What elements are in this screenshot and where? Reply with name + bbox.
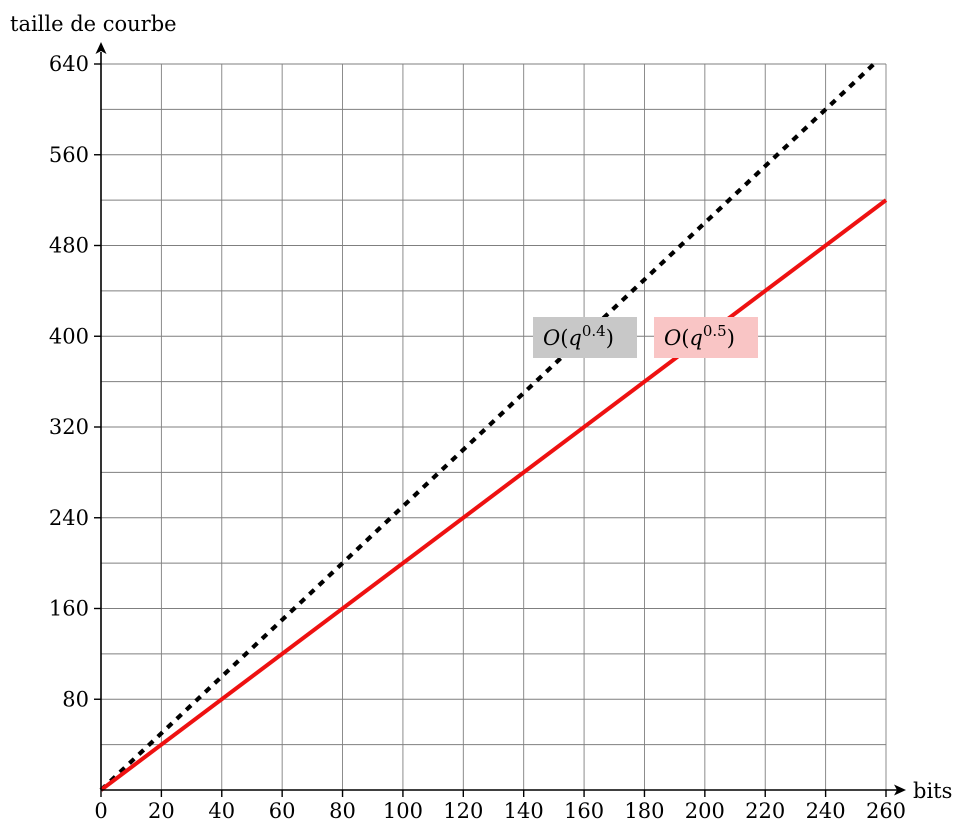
y-tick-label: 480 — [49, 234, 89, 258]
y-tick-label: 80 — [62, 687, 89, 711]
annotation-q04-text: O(q0.4) — [543, 322, 614, 350]
x-tick-label: 20 — [148, 799, 175, 823]
x-axis-label: bits — [913, 779, 952, 803]
x-tick-label: 140 — [504, 799, 544, 823]
series-line-q05 — [99, 198, 888, 792]
annotation-q05-bg — [654, 317, 758, 358]
y-tick-label: 240 — [49, 506, 89, 530]
annotation-q04: O(q0.4) — [533, 317, 637, 358]
y-tick-label: 320 — [49, 415, 89, 439]
y-axis-label: taille de courbe — [10, 12, 177, 36]
x-tick-label: 120 — [443, 799, 483, 823]
y-tick-label: 400 — [49, 324, 89, 348]
annotation-q05: O(q0.5) — [654, 317, 758, 358]
x-tick-label: 200 — [685, 799, 725, 823]
x-tick-label: 160 — [564, 799, 604, 823]
x-axis-arrow — [894, 784, 906, 796]
x-tick-label: 80 — [329, 799, 356, 823]
x-tick-label: 240 — [806, 799, 846, 823]
annotation-q05-text: O(q0.5) — [664, 322, 735, 350]
x-tick-label: 180 — [624, 799, 664, 823]
x-tick-label: 100 — [383, 799, 423, 823]
y-axis-arrow — [95, 42, 107, 54]
annotation-q04-bg — [533, 317, 637, 358]
y-tick-label: 640 — [49, 52, 89, 76]
x-tick-label: 60 — [269, 799, 296, 823]
x-tick-label: 0 — [94, 799, 107, 823]
x-tick-label: 260 — [866, 799, 906, 823]
y-tick-label: 560 — [49, 143, 89, 167]
y-tick-label: 160 — [49, 597, 89, 621]
series-layer — [99, 62, 888, 792]
axes: 0 20 40 60 80 100 120 140 160 180 200 220 240 260 80 16… — [49, 42, 906, 823]
annotation-layer: O(q0.4) O(q0.5) — [533, 317, 758, 358]
x-tick-label: 40 — [208, 799, 235, 823]
x-tick-label: 220 — [745, 799, 785, 823]
